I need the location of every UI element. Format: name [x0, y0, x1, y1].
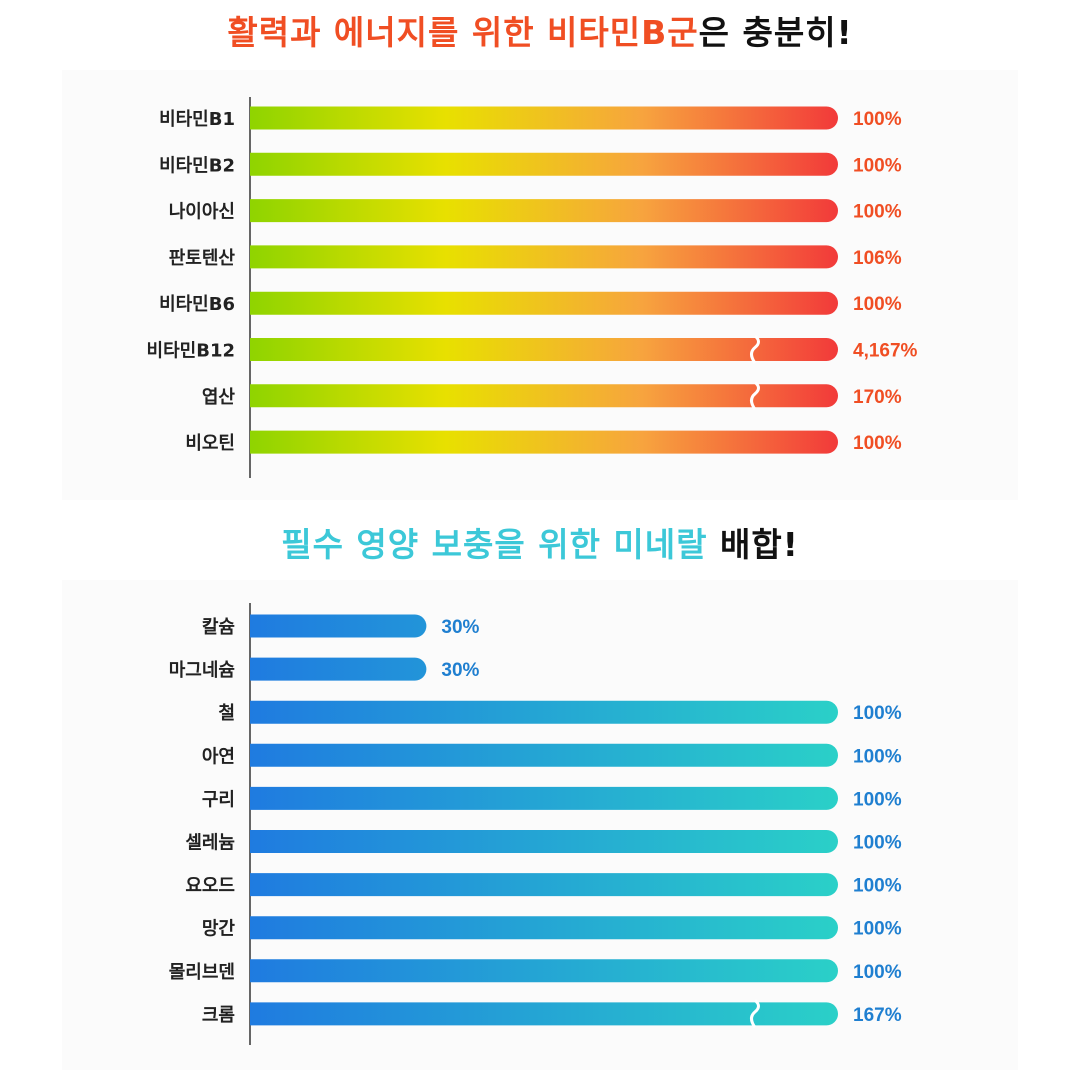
mineral-bar-10	[250, 1002, 838, 1026]
vitamin-chart-panel	[62, 70, 1018, 500]
vitamin-bar-3	[250, 199, 838, 223]
mineral-bar-7	[250, 873, 838, 897]
vitamin-title-accent: 활력과 에너지를 위한 비타민B군	[227, 13, 699, 52]
vitamin-value-5: 100%	[853, 294, 902, 315]
vitamin-label-7: 엽산	[202, 387, 236, 408]
vitamin-label-6: 비타민B12	[147, 341, 235, 362]
mineral-value-7: 100%	[853, 876, 902, 897]
mineral-title-accent: 필수 영양 보충을 위한 미네랄	[281, 525, 708, 564]
vitamin-chart-title: 활력과 에너지를 위한 비타민B군은 충분히!	[0, 6, 1080, 54]
vitamin-label-3: 나이아신	[169, 202, 235, 223]
vitamin-value-8: 100%	[853, 433, 902, 454]
vitamin-value-6: 4,167%	[853, 341, 918, 362]
vitamin-value-1: 100%	[853, 109, 902, 130]
mineral-label-3: 철	[218, 703, 235, 724]
mineral-label-4: 아연	[202, 746, 235, 767]
vitamin-label-1: 비타민B1	[159, 109, 235, 130]
mineral-title-rest: 배합!	[707, 525, 799, 564]
mineral-bar-8	[250, 916, 838, 940]
mineral-value-2: 30%	[441, 660, 479, 681]
mineral-label-10: 크롬	[202, 1005, 235, 1026]
mineral-bar-2	[250, 657, 427, 681]
vitamin-bar-7	[250, 384, 838, 408]
vitamin-value-3: 100%	[853, 202, 902, 223]
vitamin-bar-1	[250, 106, 838, 130]
mineral-bar-9	[250, 959, 838, 983]
mineral-bar-4	[250, 743, 838, 767]
mineral-label-2: 마그네슘	[169, 660, 235, 681]
mineral-value-8: 100%	[853, 919, 902, 940]
mineral-bar-5	[250, 786, 838, 810]
vitamin-value-7: 170%	[853, 387, 902, 408]
mineral-label-9: 몰리브덴	[169, 962, 235, 983]
mineral-value-9: 100%	[853, 962, 902, 983]
mineral-value-4: 100%	[853, 746, 902, 767]
mineral-chart-title: 필수 영양 보충을 위한 미네랄 배합!	[0, 518, 1080, 566]
mineral-value-3: 100%	[853, 703, 902, 724]
mineral-label-8: 망간	[202, 919, 236, 940]
mineral-bar-3	[250, 700, 838, 724]
mineral-label-1: 칼슘	[202, 617, 235, 638]
mineral-value-5: 100%	[853, 789, 902, 810]
vitamin-axis-break-6	[750, 334, 760, 364]
mineral-value-10: 167%	[853, 1005, 902, 1026]
vitamin-bar-2	[250, 152, 838, 176]
mineral-axis-break-10	[750, 999, 760, 1029]
vitamin-bar-6	[250, 338, 838, 361]
mineral-label-7: 요오드	[185, 876, 235, 897]
vitamin-bar-8	[250, 430, 838, 454]
mineral-label-5: 구리	[202, 789, 235, 810]
vitamin-bar-5	[250, 291, 838, 315]
mineral-label-6: 셀레늄	[185, 833, 235, 854]
mineral-bar-1	[250, 614, 427, 638]
mineral-value-6: 100%	[853, 833, 902, 854]
vitamin-label-4: 판토텐산	[169, 248, 236, 269]
vitamin-bar-chart: 비타민B1 100% 비타민B2 100% 나이아신 100% 판토텐산 106% 비타민B6 1…	[147, 97, 918, 478]
vitamin-label-8: 비오틴	[185, 433, 235, 454]
vitamin-label-5: 비타민B6	[159, 294, 235, 315]
mineral-chart-panel	[62, 580, 1018, 1070]
mineral-value-1: 30%	[441, 617, 479, 638]
vitamin-label-2: 비타민B2	[159, 155, 235, 176]
vitamin-bar-4	[250, 245, 838, 269]
mineral-bar-chart: 칼슘 30% 마그네슘 30% 철 100% 아연 100% 구리 100% 셀레늄 100% 요오드 1…	[169, 603, 902, 1045]
mineral-bar-6	[250, 830, 838, 853]
vitamin-title-rest: 은 충분히!	[698, 13, 853, 52]
vitamin-value-2: 100%	[853, 155, 902, 176]
vitamin-axis-break-7	[750, 381, 760, 411]
vitamin-value-4: 106%	[853, 248, 902, 269]
